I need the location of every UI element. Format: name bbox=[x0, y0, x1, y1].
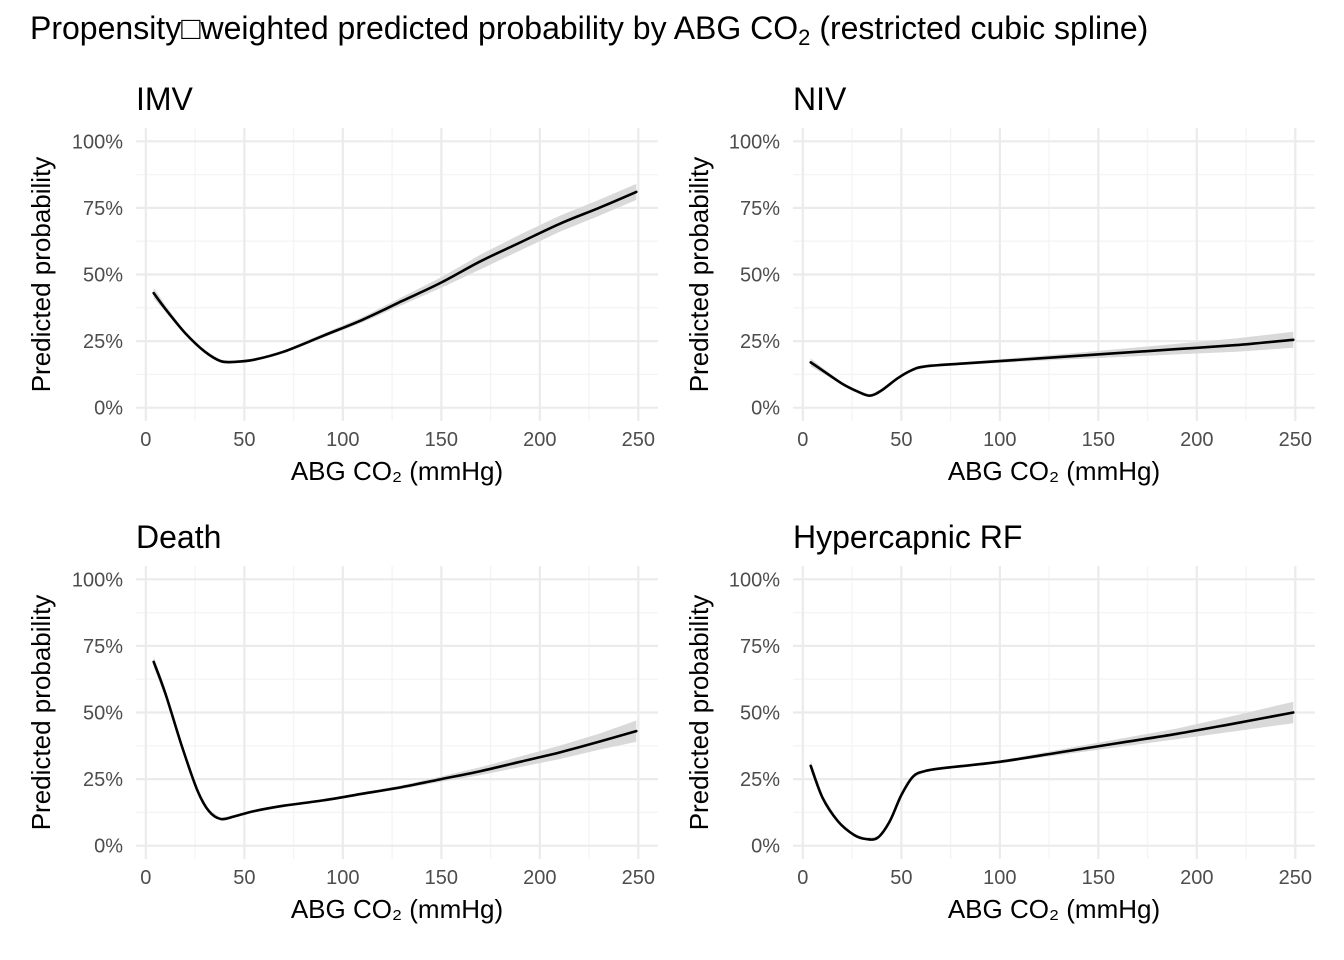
y-tick-label: 50% bbox=[83, 265, 123, 287]
x-tick-label: 200 bbox=[523, 429, 556, 451]
x-tick-label: 100 bbox=[326, 867, 359, 889]
panel-title: NIV bbox=[793, 81, 847, 117]
main-title-suffix: (restricted cubic spline) bbox=[810, 10, 1149, 46]
y-axis-title: Predicted probability bbox=[26, 157, 56, 393]
x-axis-title: ABG CO₂ (mmHg) bbox=[291, 894, 503, 924]
x-tick-label: 50 bbox=[233, 429, 255, 451]
spline-line bbox=[809, 338, 1295, 398]
panel-title: Death bbox=[136, 519, 221, 555]
panel-hypercapnic-rf: 0 50 100 150 200 250 0% 25% 50% 75% 100% Hypercapni… bbox=[684, 519, 1315, 924]
y-tick-label: 100% bbox=[72, 131, 123, 153]
panel-imv: 0 50 100 150 200 250 0% 25% 50% 75% 100% IMV ABG CO₂… bbox=[26, 81, 658, 486]
x-tick-label: 250 bbox=[622, 867, 655, 889]
x-tick-label: 250 bbox=[622, 429, 655, 451]
panel-title: Hypercapnic RF bbox=[793, 519, 1022, 555]
x-tick-label: 150 bbox=[425, 867, 458, 889]
y-tick-label: 50% bbox=[740, 703, 780, 725]
x-tick-label: 0 bbox=[797, 867, 808, 889]
y-tick-label: 0% bbox=[94, 836, 123, 858]
y-tick-label: 100% bbox=[72, 569, 123, 591]
y-tick-label: 75% bbox=[83, 636, 123, 658]
y-tick-label: 75% bbox=[740, 636, 780, 658]
x-tick-label: 50 bbox=[233, 867, 255, 889]
x-tick-label: 250 bbox=[1279, 867, 1312, 889]
x-tick-label: 150 bbox=[1082, 429, 1115, 451]
y-tick-label: 100% bbox=[729, 569, 780, 591]
y-tick-label: 0% bbox=[94, 398, 123, 420]
y-tick-label: 25% bbox=[740, 331, 780, 353]
x-tick-label: 200 bbox=[1180, 867, 1213, 889]
x-tick-label: 50 bbox=[890, 429, 912, 451]
panel-title: IMV bbox=[136, 81, 194, 117]
x-tick-label: 150 bbox=[1082, 867, 1115, 889]
x-axis-title: ABG CO₂ (mmHg) bbox=[948, 894, 1160, 924]
panel-death: 0 50 100 150 200 250 0% 25% 50% 75% 100% Death ABG C… bbox=[26, 519, 658, 924]
x-axis-title: ABG CO₂ (mmHg) bbox=[291, 456, 503, 486]
x-axis-title: ABG CO₂ (mmHg) bbox=[948, 456, 1160, 486]
chart-main-title: Propensity□weighted predicted probabilit… bbox=[30, 10, 1149, 50]
spline-line bbox=[809, 711, 1295, 841]
y-tick-label: 25% bbox=[740, 769, 780, 791]
y-tick-label: 50% bbox=[740, 265, 780, 287]
y-tick-label: 0% bbox=[751, 398, 780, 420]
x-tick-label: 100 bbox=[983, 867, 1016, 889]
x-tick-label: 250 bbox=[1279, 429, 1312, 451]
x-tick-label: 0 bbox=[140, 867, 151, 889]
spline-line bbox=[152, 190, 638, 364]
main-title-prefix: Propensity□weighted predicted probabilit… bbox=[30, 10, 799, 46]
x-tick-label: 100 bbox=[983, 429, 1016, 451]
y-tick-label: 75% bbox=[740, 198, 780, 220]
y-tick-label: 25% bbox=[83, 769, 123, 791]
x-tick-label: 0 bbox=[140, 429, 151, 451]
x-tick-label: 150 bbox=[425, 429, 458, 451]
y-tick-label: 50% bbox=[83, 703, 123, 725]
y-axis-title: Predicted probability bbox=[684, 595, 714, 831]
x-tick-label: 200 bbox=[523, 867, 556, 889]
x-tick-label: 0 bbox=[797, 429, 808, 451]
y-tick-label: 75% bbox=[83, 198, 123, 220]
x-tick-label: 200 bbox=[1180, 429, 1213, 451]
x-tick-label: 100 bbox=[326, 429, 359, 451]
panel-niv: 0 50 100 150 200 250 0% 25% 50% 75% 100% NIV ABG CO₂… bbox=[684, 81, 1315, 486]
confidence-ribbon bbox=[810, 701, 1294, 841]
main-title-subscript: 2 bbox=[798, 25, 811, 50]
y-axis-title: Predicted probability bbox=[684, 157, 714, 393]
confidence-ribbon bbox=[153, 656, 637, 821]
y-tick-label: 100% bbox=[729, 131, 780, 153]
spline-line bbox=[152, 660, 638, 821]
y-tick-label: 0% bbox=[751, 836, 780, 858]
y-tick-label: 25% bbox=[83, 331, 123, 353]
x-tick-label: 50 bbox=[890, 867, 912, 889]
y-axis-title: Predicted probability bbox=[26, 595, 56, 831]
